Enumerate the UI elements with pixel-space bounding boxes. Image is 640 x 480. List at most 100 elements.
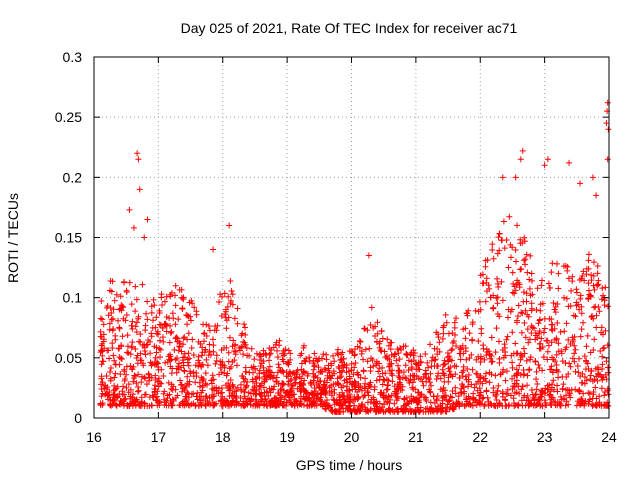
roti-point bbox=[598, 373, 605, 380]
roti-point bbox=[509, 269, 516, 276]
roti-point bbox=[111, 357, 118, 364]
roti-point bbox=[523, 357, 530, 364]
roti-point bbox=[531, 325, 538, 332]
roti-point bbox=[493, 325, 500, 332]
roti-point bbox=[362, 375, 369, 382]
roti-point bbox=[469, 336, 476, 343]
roti-point bbox=[408, 365, 415, 372]
roti-point bbox=[142, 327, 149, 334]
roti-point bbox=[573, 286, 580, 293]
roti-point bbox=[475, 338, 482, 345]
roti-point bbox=[208, 377, 215, 384]
roti-point bbox=[158, 291, 165, 298]
roti-point bbox=[176, 340, 183, 347]
roti-point bbox=[534, 401, 541, 408]
roti-point bbox=[293, 374, 300, 381]
roti-point bbox=[455, 399, 462, 406]
roti-point bbox=[116, 354, 123, 361]
roti-point bbox=[273, 378, 280, 385]
roti-point bbox=[462, 335, 469, 342]
roti-point bbox=[467, 402, 474, 409]
roti-point bbox=[427, 389, 434, 396]
roti-point bbox=[149, 392, 156, 399]
roti-point bbox=[560, 381, 567, 388]
roti-point bbox=[300, 393, 307, 400]
roti-point bbox=[112, 336, 119, 343]
roti-point bbox=[128, 301, 135, 308]
roti-point bbox=[202, 346, 209, 353]
roti-point bbox=[585, 287, 592, 294]
roti-point bbox=[179, 398, 186, 405]
roti-point bbox=[594, 377, 601, 384]
roti-point bbox=[427, 399, 434, 406]
roti-point bbox=[129, 402, 136, 409]
roti-point bbox=[316, 384, 323, 391]
roti-point bbox=[444, 401, 451, 408]
roti-point bbox=[545, 342, 552, 349]
roti-point bbox=[459, 381, 466, 388]
roti-point bbox=[489, 246, 496, 253]
tick-labels: 16 17 18 19 20 21 22 23 24 0 0.05 0.1 0.15 0.2 0.25 0.3 bbox=[55, 49, 617, 445]
roti-point bbox=[290, 369, 297, 376]
roti-point bbox=[238, 387, 245, 394]
roti-point bbox=[415, 375, 422, 382]
roti-point bbox=[101, 345, 108, 352]
roti-point bbox=[387, 339, 394, 346]
roti-point bbox=[357, 407, 364, 414]
roti-point bbox=[240, 351, 247, 358]
roti-point bbox=[511, 372, 518, 379]
roti-point bbox=[527, 401, 534, 408]
roti-point bbox=[130, 378, 137, 385]
roti-point bbox=[143, 342, 150, 349]
roti-point bbox=[360, 367, 367, 374]
x-tick-label: 23 bbox=[537, 429, 553, 445]
roti-point bbox=[135, 313, 142, 320]
roti-point bbox=[385, 393, 392, 400]
roti-point bbox=[429, 354, 436, 361]
roti-outlier bbox=[517, 156, 524, 163]
roti-point bbox=[528, 277, 535, 284]
roti-point bbox=[274, 369, 281, 376]
roti-point bbox=[406, 379, 413, 386]
roti-point bbox=[605, 369, 612, 376]
roti-point bbox=[477, 391, 484, 398]
roti-point bbox=[435, 370, 442, 377]
roti-point bbox=[467, 401, 474, 408]
roti-point bbox=[533, 386, 540, 393]
roti-point bbox=[348, 367, 355, 374]
roti-point bbox=[395, 385, 402, 392]
roti-point bbox=[367, 364, 374, 371]
roti-point bbox=[251, 356, 258, 363]
roti-point bbox=[477, 374, 484, 381]
roti-point bbox=[554, 320, 561, 327]
roti-point bbox=[228, 288, 235, 295]
roti-point bbox=[503, 336, 510, 343]
roti-point bbox=[201, 338, 208, 345]
roti-point bbox=[100, 358, 107, 365]
roti-point bbox=[175, 366, 182, 373]
roti-point bbox=[161, 396, 168, 403]
roti-point bbox=[198, 393, 205, 400]
roti-point bbox=[177, 381, 184, 388]
roti-point bbox=[279, 356, 286, 363]
roti-point bbox=[587, 376, 594, 383]
roti-point bbox=[541, 315, 548, 322]
roti-point bbox=[548, 269, 555, 276]
roti-point bbox=[389, 378, 396, 385]
roti-point bbox=[106, 355, 113, 362]
roti-point bbox=[190, 352, 197, 359]
roti-point bbox=[453, 315, 460, 322]
roti-point bbox=[476, 392, 483, 399]
roti-point bbox=[105, 391, 112, 398]
roti-point bbox=[169, 396, 176, 403]
roti-point bbox=[239, 373, 246, 380]
roti-point bbox=[494, 294, 501, 301]
roti-point bbox=[452, 371, 459, 378]
roti-point bbox=[213, 352, 220, 359]
roti-point bbox=[271, 395, 278, 402]
roti-point bbox=[347, 407, 354, 414]
roti-point bbox=[587, 349, 594, 356]
roti-point bbox=[220, 399, 227, 406]
roti-point bbox=[525, 339, 532, 346]
roti-point bbox=[380, 376, 387, 383]
